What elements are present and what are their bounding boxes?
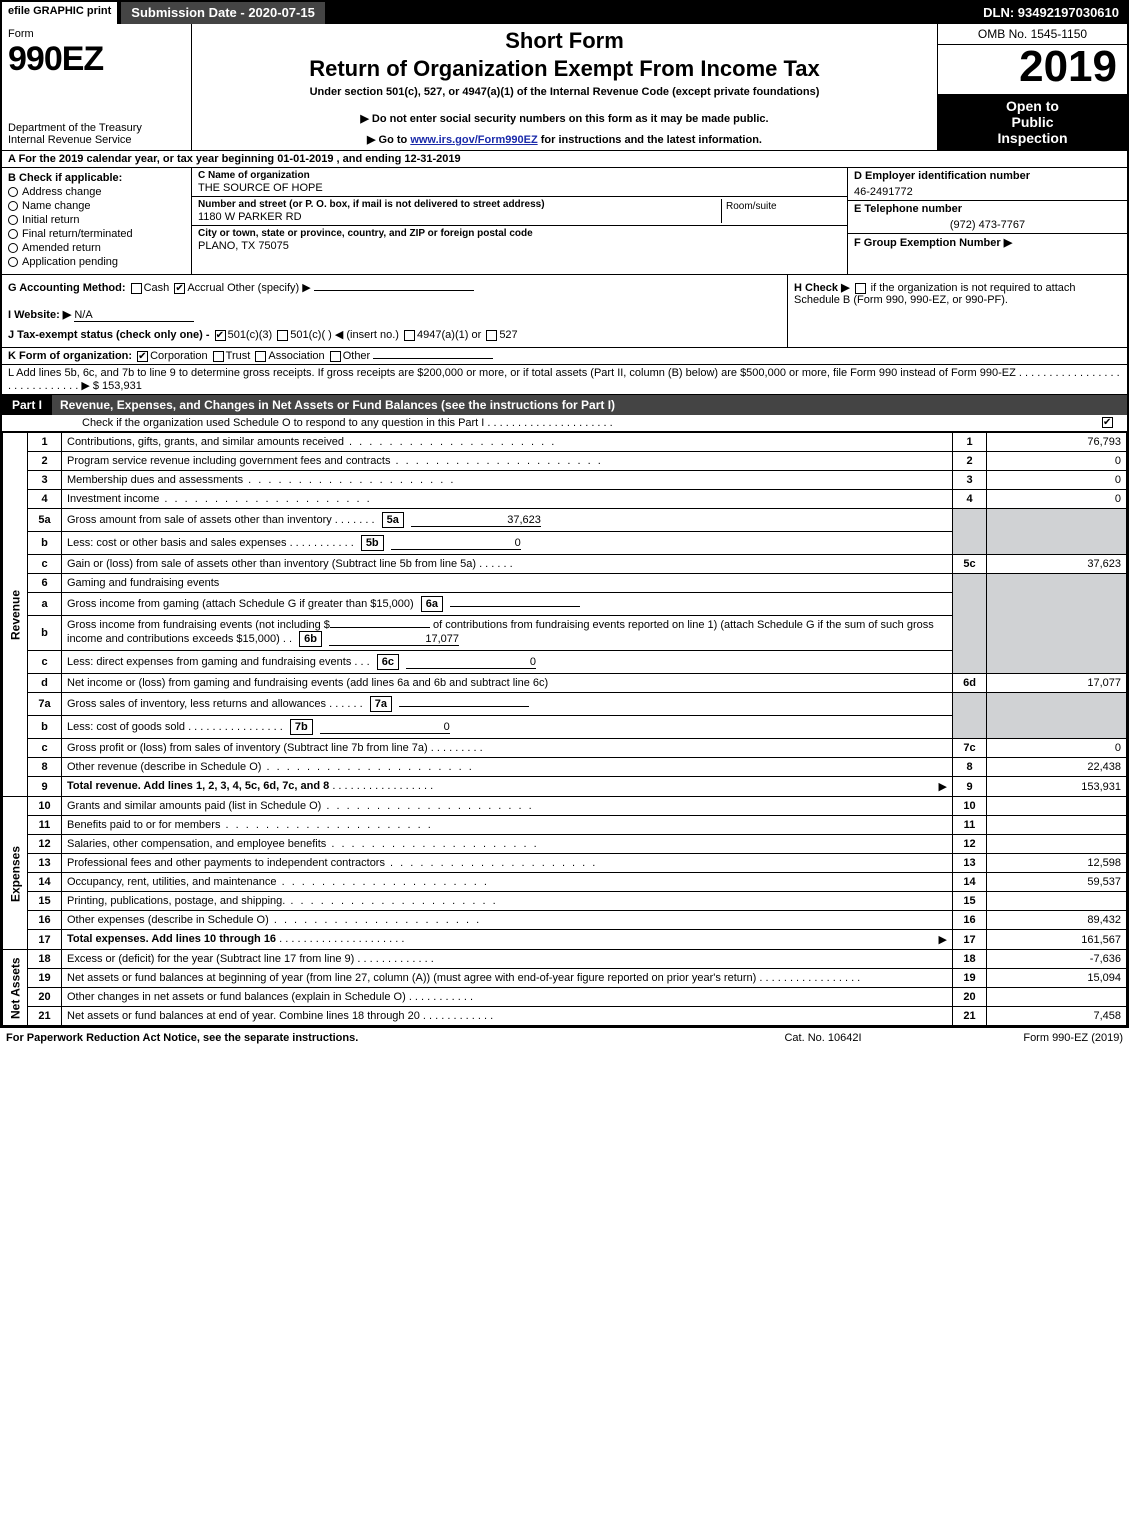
amt-18: -7,636 — [987, 950, 1127, 969]
chk-cash[interactable] — [131, 283, 142, 294]
department-label: Department of the Treasury Internal Reve… — [8, 122, 185, 146]
short-form-title: Short Form — [200, 28, 929, 54]
chk-501c[interactable] — [277, 330, 288, 341]
dln-label: DLN: 93492197030610 — [975, 2, 1127, 24]
top-bar: efile GRAPHIC print Submission Date - 20… — [2, 2, 1127, 24]
amt-3: 0 — [987, 471, 1127, 490]
chk-other-org[interactable] — [330, 351, 341, 362]
part-1-table: Revenue 1 Contributions, gifts, grants, … — [2, 432, 1127, 1026]
chk-application-pending[interactable]: Application pending — [8, 256, 185, 268]
amt-15 — [987, 892, 1127, 911]
chk-schedule-b[interactable] — [855, 283, 866, 294]
amt-9: 153,931 — [987, 777, 1127, 797]
net-assets-label: Net Assets — [3, 950, 28, 1026]
chk-501c3[interactable] — [215, 330, 226, 341]
amt-6c: 0 — [406, 656, 536, 669]
row-a-tax-year: A For the 2019 calendar year, or tax yea… — [2, 151, 1127, 168]
amt-1: 76,793 — [987, 433, 1127, 452]
chk-amended-return[interactable]: Amended return — [8, 242, 185, 254]
amt-7c: 0 — [987, 739, 1127, 758]
amt-16: 89,432 — [987, 911, 1127, 930]
amt-13: 12,598 — [987, 854, 1127, 873]
chk-527[interactable] — [486, 330, 497, 341]
chk-trust[interactable] — [213, 351, 224, 362]
revenue-label: Revenue — [3, 433, 28, 797]
amt-2: 0 — [987, 452, 1127, 471]
ssn-warning: ▶ Do not enter social security numbers o… — [200, 112, 929, 125]
irs-link[interactable]: www.irs.gov/Form990EZ — [410, 134, 537, 146]
expenses-label: Expenses — [3, 797, 28, 950]
chk-association[interactable] — [255, 351, 266, 362]
amt-6b: 17,077 — [329, 633, 459, 646]
amt-7b: 0 — [320, 721, 450, 734]
org-name: THE SOURCE OF HOPE — [198, 182, 841, 194]
row-g-h: G Accounting Method: Cash Accrual Other … — [2, 275, 1127, 348]
amt-20 — [987, 988, 1127, 1007]
chk-name-change[interactable]: Name change — [8, 200, 185, 212]
efile-label[interactable]: efile GRAPHIC print — [2, 2, 117, 24]
chk-initial-return[interactable]: Initial return — [8, 214, 185, 226]
chk-schedule-o[interactable] — [1102, 417, 1113, 428]
accounting-method: G Accounting Method: Cash Accrual Other … — [8, 281, 781, 294]
return-title: Return of Organization Exempt From Incom… — [200, 56, 929, 82]
submission-date: Submission Date - 2020-07-15 — [121, 2, 325, 24]
chk-accrual[interactable] — [174, 283, 185, 294]
amt-5b: 0 — [391, 537, 521, 550]
amt-10 — [987, 797, 1127, 816]
ein-value: 46-2491772 — [854, 186, 1121, 198]
website-value: N/A — [74, 309, 194, 322]
amt-6d: 17,077 — [987, 674, 1127, 693]
row-l-gross-receipts: L Add lines 5b, 6c, and 7b to line 9 to … — [2, 365, 1127, 395]
chk-corporation[interactable] — [137, 351, 148, 362]
identity-block: B Check if applicable: Address change Na… — [2, 168, 1127, 275]
amt-19: 15,094 — [987, 969, 1127, 988]
org-city: PLANO, TX 75075 — [198, 240, 841, 252]
tax-year: 2019 — [938, 45, 1127, 89]
title-row: Form 990EZ Department of the Treasury In… — [2, 24, 1127, 151]
col-c-org-info: C Name of organization THE SOURCE OF HOP… — [192, 168, 847, 274]
amt-7a — [399, 706, 529, 707]
amt-6a — [450, 606, 580, 607]
website-line: I Website: ▶ N/A — [8, 308, 781, 322]
amt-21: 7,458 — [987, 1007, 1127, 1026]
amt-8: 22,438 — [987, 758, 1127, 777]
amt-5a: 37,623 — [411, 514, 541, 527]
chk-address-change[interactable]: Address change — [8, 186, 185, 198]
tax-exempt-status: J Tax-exempt status (check only one) - 5… — [8, 328, 781, 341]
form-page: efile GRAPHIC print Submission Date - 20… — [0, 0, 1129, 1028]
row-h-schedule-b: H Check ▶ if the organization is not req… — [787, 275, 1127, 347]
col-d-ein-tel: D Employer identification number 46-2491… — [847, 168, 1127, 274]
chk-final-return[interactable]: Final return/terminated — [8, 228, 185, 240]
under-section: Under section 501(c), 527, or 4947(a)(1)… — [200, 86, 929, 98]
gross-receipts-value: 153,931 — [102, 380, 142, 392]
telephone-value: (972) 473-7767 — [854, 219, 1121, 231]
amt-4: 0 — [987, 490, 1127, 509]
part-1-check-line: Check if the organization used Schedule … — [2, 415, 1127, 432]
amt-11 — [987, 816, 1127, 835]
col-b-checkboxes: B Check if applicable: Address change Na… — [2, 168, 192, 274]
room-suite: Room/suite — [721, 199, 841, 223]
form-number: Form 990EZ — [8, 28, 185, 79]
row-k-form-org: K Form of organization: Corporation Trus… — [2, 348, 1127, 365]
amt-12 — [987, 835, 1127, 854]
chk-4947[interactable] — [404, 330, 415, 341]
page-footer: For Paperwork Reduction Act Notice, see … — [0, 1028, 1129, 1048]
form-id-footer: Form 990-EZ (2019) — [923, 1032, 1123, 1044]
amt-5c: 37,623 — [987, 555, 1127, 574]
goto-line: ▶ Go to www.irs.gov/Form990EZ for instru… — [200, 133, 929, 146]
group-exemption: F Group Exemption Number ▶ — [854, 236, 1121, 249]
cat-no: Cat. No. 10642I — [723, 1032, 923, 1044]
amt-14: 59,537 — [987, 873, 1127, 892]
org-street: 1180 W PARKER RD — [198, 211, 721, 223]
open-to-public: Open to Public Inspection — [938, 94, 1127, 150]
part-1-header: Part I Revenue, Expenses, and Changes in… — [2, 395, 1127, 415]
amt-17: 161,567 — [987, 930, 1127, 950]
paperwork-notice: For Paperwork Reduction Act Notice, see … — [6, 1032, 723, 1044]
